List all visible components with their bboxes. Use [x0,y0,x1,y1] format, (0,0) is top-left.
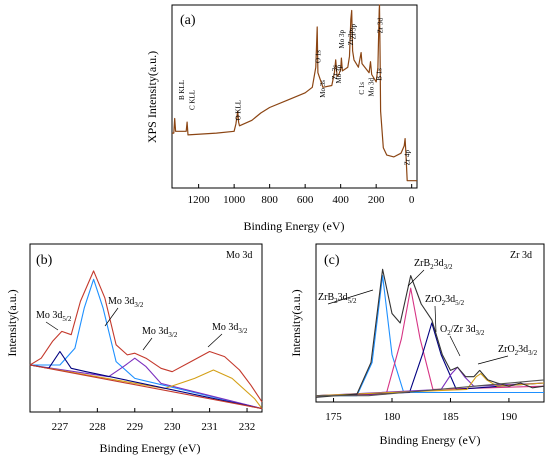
annotation-pointer [477,355,509,365]
annotation-pointer [45,321,59,331]
x-tick-label: 190 [501,411,518,423]
x-tick-label: 185 [442,411,459,423]
panel-b-x-ticks: 227 228 229 230 231 232 [52,408,256,433]
peak-annotation: Mo 3p [335,65,343,84]
peak-annotation: B KLL [178,80,186,100]
annotation-pointer [142,337,153,351]
series-line [315,373,545,397]
x-tick-label: 230 [164,421,181,433]
panel-c-annotations: ZrB23d5/2 ZrB23d3/2 ZrO23d5/2 O2/Zr 3d3/2 Zr… [318,258,538,365]
panel-a-series [172,4,417,182]
annotation-pointer [449,335,461,357]
annotation-pointer [207,333,223,348]
panel-b-element-label: Mo 3d [226,250,252,261]
peak-annotation: ZrB23d3/2 [414,258,453,271]
peak-annotation: Mo 3d [367,78,375,97]
panel-b-frame [29,243,263,413]
panel-b-label: (b) [36,253,53,268]
peak-annotation: B 1s [375,68,383,81]
panel-c-x-axis-label: Binding Energy (eV) [379,433,480,447]
x-tick-label: 227 [52,421,69,433]
peak-annotation: Mo 3d3/2 [212,322,248,335]
peak-annotation: Zr 3p [350,24,358,40]
panel-b: (b) Mo 3d 227 228 229 230 231 232 Mo 3d5/2Mo … [5,243,263,455]
panel-c-frame [315,243,545,403]
peak-annotation: O 1s [315,50,323,63]
x-tick-label: 180 [384,411,401,423]
annotation-pointer [327,289,374,305]
peak-annotation: O2/Zr 3d3/2 [440,324,485,337]
x-tick-label: 232 [239,421,256,433]
peak-annotation: C KLL [189,90,197,110]
peak-annotation: Mo 3s [319,80,327,98]
panel-b-x-axis-label: Binding Energy (eV) [99,441,200,455]
series-line [172,4,417,182]
peak-annotation: Mo 3d5/2 [36,310,72,323]
panel-c-y-axis-label: Intensity(a.u.) [289,289,303,356]
panel-a: (a) 1200 1000 800 600 400 200 0 B KLL C KLL O KL… [145,4,418,233]
peak-annotation: ZrB23d5/2 [318,292,357,305]
panel-a-y-axis-label: XPS Intensity(a.u.) [145,51,159,143]
panel-c: (c) Zr 3d 175 180 185 190 ZrB23d5/2 ZrB23d3/… [289,243,545,447]
panel-a-frame [171,4,418,189]
panel-c-element-label: Zr 3d [510,250,532,261]
peak-annotation: C 1s [358,82,366,95]
x-tick-label: 800 [261,194,278,206]
x-tick-label: 400 [332,194,349,206]
peak-annotation: Mo 3d3/2 [108,296,144,309]
panel-a-x-axis-label: Binding Energy (eV) [243,219,344,233]
x-tick-label: 200 [368,194,385,206]
panel-b-y-axis-label: Intensity(a.u.) [5,289,19,356]
x-tick-label: 228 [89,421,106,433]
peak-annotation: O KLL [235,100,243,120]
peak-annotation: Zr 4p [403,150,411,166]
series-line [30,278,263,410]
x-tick-label: 1000 [223,194,246,206]
panel-a-x-ticks: 1200 1000 800 600 400 200 0 [188,184,415,206]
peak-annotation: Mo 3d3/2 [142,326,178,339]
panel-c-label: (c) [324,253,340,268]
x-tick-label: 0 [409,194,415,206]
x-tick-label: 175 [325,411,342,423]
annotation-pointer [407,269,425,287]
x-tick-label: 229 [127,421,144,433]
peak-annotation: ZrO23d5/2 [425,294,465,307]
panel-a-label: (a) [180,13,196,28]
series-line [29,270,263,403]
series-line [29,364,263,410]
x-tick-label: 1200 [188,194,211,206]
panel-c-series [315,268,545,398]
peak-annotation: ZrO23d3/2 [498,344,538,357]
x-tick-label: 231 [201,421,218,433]
peak-annotation: Zr 3d [377,18,385,34]
x-tick-label: 600 [297,194,314,206]
panel-b-series [29,270,263,410]
panel-c-x-ticks: 175 180 185 190 [325,398,518,423]
series-line [315,268,545,398]
panel-b-annotations: Mo 3d5/2 Mo 3d3/2 Mo 3d3/2 Mo 3d3/2 [36,296,248,351]
peak-annotation: Zr 3s [331,65,339,80]
annotation-pointer [104,307,119,327]
peak-annotation: Zr 3p [347,30,355,46]
series-line [316,379,545,397]
annotation-pointer [434,305,437,333]
peak-annotation: Mo 3p [338,30,346,49]
